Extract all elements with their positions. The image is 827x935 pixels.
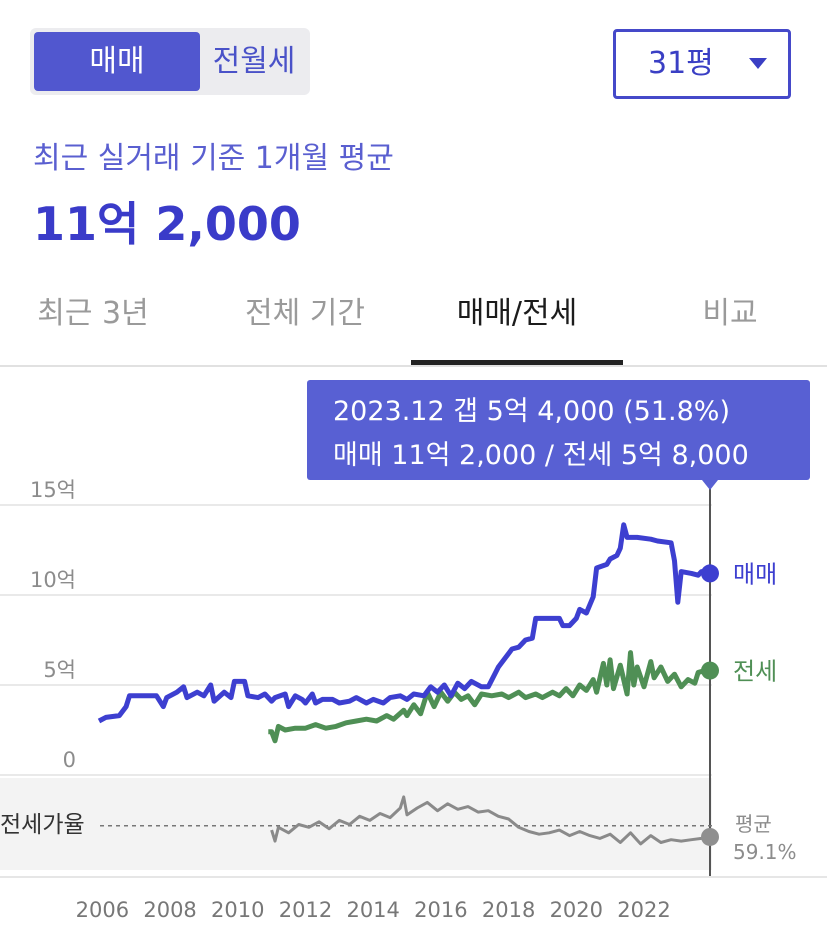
chart-tooltip: 2023.12 갭 5억 4,000 (51.8%) 매매 11억 2,000 … [307, 380, 810, 490]
x-tick-label: 2018 [482, 898, 535, 922]
x-tick-label: 2020 [550, 898, 603, 922]
tab-compare[interactable]: 비교 [702, 296, 758, 331]
chart-bottom-border [0, 876, 827, 878]
ratio-panel-bg [0, 778, 712, 870]
x-tick-label: 2006 [76, 898, 129, 922]
x-tick-label: 2010 [211, 898, 264, 922]
sale-toggle-button[interactable]: 매매 [34, 32, 200, 91]
y-tick-label: 0 [63, 748, 76, 772]
lease-toggle-button[interactable]: 전월세 [212, 44, 296, 79]
price-basis-subtitle: 최근 실거래 기준 1개월 평균 [33, 141, 394, 176]
x-tick-label: 2016 [414, 898, 467, 922]
sale-series-label: 매매 [733, 560, 777, 588]
x-tick-label: 2012 [279, 898, 332, 922]
deal-type-toggle: 매매 전월세 [30, 28, 310, 95]
sale-series-line [97, 522, 711, 724]
caret-down-icon [749, 58, 767, 69]
ratio-series-label: 전세가율 [0, 812, 85, 838]
sale-cursor-dot [701, 564, 719, 583]
tabs-divider [0, 365, 827, 367]
x-tick-label: 2008 [143, 898, 196, 922]
tooltip-arrow [702, 480, 718, 490]
ratio-average-value: 59.1% [733, 840, 797, 864]
x-tick-label: 2014 [346, 898, 399, 922]
tab-full-period[interactable]: 전체 기간 [245, 296, 365, 331]
ratio-average-label: 평균 [735, 812, 772, 836]
x-tick-label: 2022 [617, 898, 670, 922]
active-tab-indicator [411, 360, 623, 365]
y-tick-label: 5억 [43, 658, 76, 682]
lease-series-label: 전세 [733, 658, 777, 686]
y-tick-label: 10억 [30, 568, 76, 592]
ratio-series-line [270, 795, 711, 846]
lease-cursor-dot [701, 661, 719, 680]
tooltip-price-line: 매매 11억 2,000 / 전세 5억 8,000 [333, 440, 749, 471]
lease-series-line [268, 650, 710, 744]
tab-recent-3-years[interactable]: 최근 3년 [37, 296, 149, 331]
y-tick-label: 15억 [30, 478, 76, 502]
ratio-cursor-dot [701, 827, 719, 846]
average-price: 11억 2,000 [33, 197, 301, 251]
tooltip-gap-line: 2023.12 갭 5억 4,000 (51.8%) [333, 396, 730, 427]
size-select-value: 31평 [648, 46, 714, 81]
tab-sale-lease[interactable]: 매매/전세 [456, 296, 578, 331]
size-select[interactable]: 31평 [613, 29, 791, 99]
